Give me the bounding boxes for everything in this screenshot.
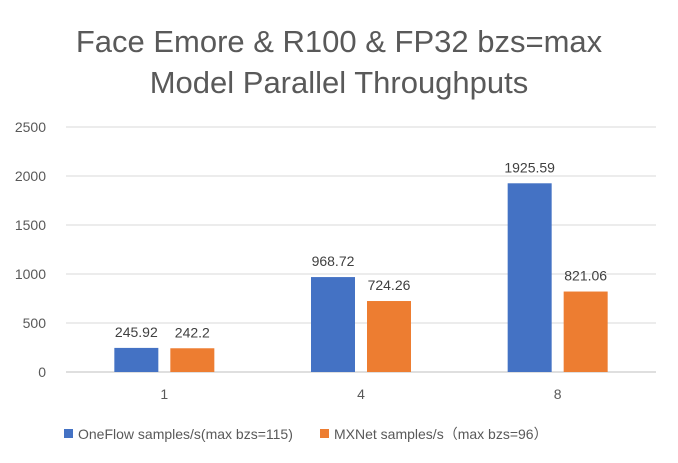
legend-swatch [64,429,73,438]
y-tick-label: 2000 [15,168,46,184]
x-axis-ticks: 1 4 8 [160,386,561,402]
legend-label: MXNet samples/s（max bzs=96） [334,426,548,442]
bar-series-0-cat-2 [507,183,552,372]
data-label: 245.92 [115,324,158,340]
bar-series-1-cat-0 [170,348,215,372]
bar-series-1-cat-1 [367,301,411,372]
x-tick-label: 1 [160,386,168,402]
y-axis-ticks: 0 500 1000 1500 2000 2500 [15,119,46,380]
data-label: 242.2 [175,324,210,340]
data-labels: 245.92 242.2 968.72 724.26 1925.59 821.06 [115,159,607,340]
bars [114,183,608,372]
bar-series-1-cat-2 [563,291,608,372]
data-label: 724.26 [368,277,411,293]
data-label: 968.72 [312,253,355,269]
y-tick-label: 0 [38,364,46,380]
gridlines [66,126,656,373]
legend: OneFlow samples/s(max bzs=115) MXNet samp… [64,426,548,442]
chart-title-line-1: Face Emore & R100 & FP32 bzs=max [76,24,603,59]
y-tick-label: 1500 [15,217,46,233]
y-tick-label: 1000 [15,266,46,282]
x-tick-label: 4 [357,386,365,402]
y-tick-label: 500 [23,315,47,331]
chart-title-line-2: Model Parallel Throughputs [150,65,529,100]
x-tick-label: 8 [554,386,562,402]
y-tick-label: 2500 [15,119,46,135]
legend-swatch [320,429,329,438]
bar-series-0-cat-1 [311,277,355,372]
bar-series-0-cat-0 [114,347,159,372]
legend-label: OneFlow samples/s(max bzs=115) [78,426,293,442]
data-label: 821.06 [564,268,607,284]
data-label: 1925.59 [504,159,555,175]
